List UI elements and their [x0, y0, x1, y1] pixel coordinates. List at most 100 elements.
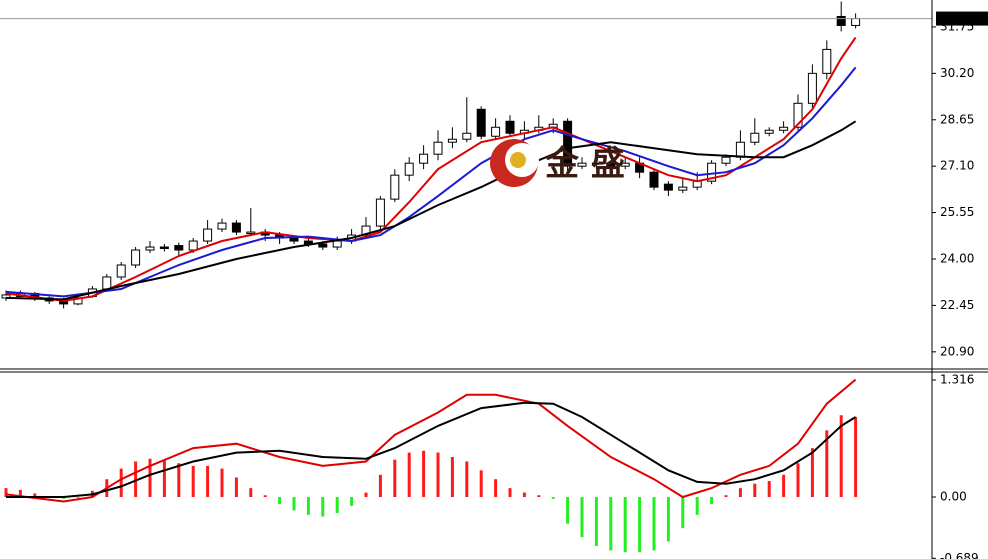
histogram-bar	[609, 497, 613, 551]
histogram-bar	[306, 497, 310, 515]
candle-body	[419, 153, 429, 164]
histogram-bar	[854, 416, 858, 498]
last-price-label: 32.03	[940, 11, 974, 25]
candle-body	[476, 108, 486, 137]
histogram-bar	[839, 415, 843, 498]
candle-body	[851, 18, 861, 26]
histogram-bar	[76, 497, 80, 498]
candle-body	[678, 186, 688, 191]
histogram-bar	[407, 452, 411, 498]
histogram-bar	[666, 497, 670, 542]
candle-body	[462, 132, 472, 140]
candle-body	[577, 162, 587, 167]
histogram-bar	[810, 448, 814, 498]
candle-body	[591, 162, 601, 165]
candle-body	[188, 240, 198, 251]
candle-body	[145, 246, 155, 251]
histogram-bar	[393, 459, 397, 498]
candle-body	[822, 48, 832, 74]
histogram-bar	[249, 488, 253, 498]
histogram-bar	[494, 479, 498, 498]
histogram-bar	[465, 461, 469, 498]
candle-body	[390, 174, 400, 200]
histogram-bar	[638, 497, 642, 553]
histogram-bar	[551, 497, 555, 499]
histogram-bar	[148, 458, 152, 498]
histogram-bar	[162, 459, 166, 498]
candle-body	[707, 162, 717, 182]
histogram-bar	[623, 497, 627, 553]
candle-body	[174, 245, 184, 251]
histogram-bar	[522, 492, 526, 498]
indicator-line	[5, 378, 857, 503]
histogram-bar	[738, 488, 742, 498]
candle-body	[750, 132, 760, 143]
candle-body	[131, 249, 141, 266]
candle-body	[217, 222, 227, 230]
histogram-bar	[825, 430, 829, 498]
last-price-box	[936, 11, 988, 26]
histogram-bar	[350, 497, 354, 506]
histogram-bar	[436, 452, 440, 498]
y-tick-label: 27.10	[940, 159, 974, 173]
histogram-bar	[263, 495, 267, 498]
candle-body	[620, 162, 630, 167]
watermark: 金 盛	[490, 139, 625, 187]
histogram-bar	[18, 489, 22, 498]
candle-body	[505, 120, 515, 134]
histogram-bar	[782, 474, 786, 498]
candle-body	[807, 72, 817, 104]
candle-body	[332, 240, 342, 248]
histogram-bar	[767, 481, 771, 498]
candle-body	[721, 156, 731, 164]
histogram-bar	[450, 457, 454, 498]
histogram-bar	[134, 461, 138, 498]
histogram-bar	[422, 450, 426, 498]
candle-body	[289, 237, 299, 242]
y-tick-label: 24.00	[940, 252, 974, 266]
y-tick-label: 30.20	[940, 66, 974, 80]
histogram-bar	[378, 474, 382, 498]
candle-body	[231, 222, 241, 233]
histogram-bar	[4, 488, 8, 498]
histogram-bar	[695, 497, 699, 515]
y-tick-label: 20.90	[940, 344, 974, 358]
candle-body	[663, 183, 673, 191]
histogram-bar	[234, 477, 238, 498]
histogram-bar	[335, 497, 339, 514]
y-tick-label: 1.316	[940, 373, 974, 387]
histogram-bar	[753, 483, 757, 498]
candle-body	[563, 120, 573, 167]
candle-body	[447, 138, 457, 143]
histogram-bar	[177, 463, 181, 498]
candle-body	[836, 15, 846, 26]
candle-body	[375, 198, 385, 227]
candle-body	[491, 126, 501, 137]
candle-body	[793, 102, 803, 128]
histogram-bar	[278, 497, 282, 505]
y-tick-label: 22.45	[940, 298, 974, 312]
histogram-bar	[537, 495, 541, 498]
histogram-bar	[206, 465, 210, 498]
candle-body	[649, 171, 659, 188]
candle-body	[404, 162, 414, 176]
candle-body	[606, 162, 616, 167]
histogram-bar	[594, 497, 598, 546]
histogram-bar	[724, 495, 728, 498]
histogram-bar	[119, 468, 123, 498]
histogram-bar	[33, 493, 37, 498]
logo-dot	[510, 152, 526, 168]
histogram-bar	[652, 497, 656, 551]
candle-body	[102, 276, 112, 290]
histogram-bar	[479, 470, 483, 498]
candle-body	[735, 141, 745, 158]
candle-body	[318, 243, 328, 248]
candle-body	[779, 126, 789, 131]
histogram-bar	[364, 492, 368, 498]
y-tick-label: 0.00	[940, 490, 967, 504]
y-tick-label: -0.689	[940, 551, 979, 559]
histogram-bar	[710, 497, 714, 505]
y-tick-label: 28.65	[940, 112, 974, 126]
